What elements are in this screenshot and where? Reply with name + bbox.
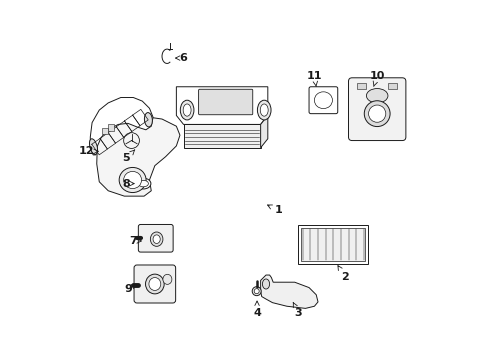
Ellipse shape	[364, 101, 389, 127]
Bar	[387, 83, 396, 89]
Text: 2: 2	[337, 266, 348, 282]
Bar	[102, 128, 107, 134]
Bar	[108, 124, 114, 131]
FancyBboxPatch shape	[138, 225, 173, 252]
Text: 9: 9	[124, 284, 136, 294]
Ellipse shape	[123, 171, 142, 189]
Ellipse shape	[368, 105, 385, 122]
Text: 6: 6	[175, 53, 187, 63]
Ellipse shape	[366, 89, 387, 103]
FancyBboxPatch shape	[348, 78, 405, 140]
Ellipse shape	[144, 113, 152, 127]
FancyBboxPatch shape	[308, 87, 337, 114]
FancyBboxPatch shape	[198, 89, 252, 115]
Ellipse shape	[262, 279, 269, 289]
Polygon shape	[176, 87, 267, 125]
Ellipse shape	[252, 287, 261, 296]
Polygon shape	[90, 98, 153, 155]
Ellipse shape	[260, 104, 267, 116]
FancyBboxPatch shape	[134, 265, 175, 303]
Ellipse shape	[89, 139, 98, 154]
Ellipse shape	[138, 180, 148, 187]
Ellipse shape	[180, 100, 194, 120]
Text: 11: 11	[306, 71, 322, 86]
Ellipse shape	[163, 274, 171, 284]
Text: 7: 7	[129, 236, 141, 246]
Text: 10: 10	[369, 71, 384, 86]
Text: 4: 4	[253, 301, 261, 318]
Polygon shape	[97, 116, 180, 196]
Ellipse shape	[153, 235, 160, 243]
Ellipse shape	[257, 100, 270, 120]
Ellipse shape	[136, 178, 151, 189]
Ellipse shape	[145, 274, 164, 294]
Bar	[298, 225, 367, 264]
Text: 5: 5	[122, 150, 135, 163]
Polygon shape	[183, 125, 260, 148]
Ellipse shape	[149, 278, 161, 291]
Text: 1: 1	[267, 205, 282, 216]
Ellipse shape	[314, 92, 332, 109]
Polygon shape	[260, 116, 267, 148]
Ellipse shape	[254, 289, 259, 294]
Ellipse shape	[150, 232, 163, 246]
Ellipse shape	[119, 167, 146, 193]
Polygon shape	[260, 275, 317, 309]
Bar	[301, 228, 365, 261]
Text: 8: 8	[122, 179, 134, 189]
Ellipse shape	[183, 104, 191, 116]
Text: 12: 12	[79, 146, 98, 156]
Bar	[357, 83, 366, 89]
Text: 3: 3	[292, 302, 302, 318]
